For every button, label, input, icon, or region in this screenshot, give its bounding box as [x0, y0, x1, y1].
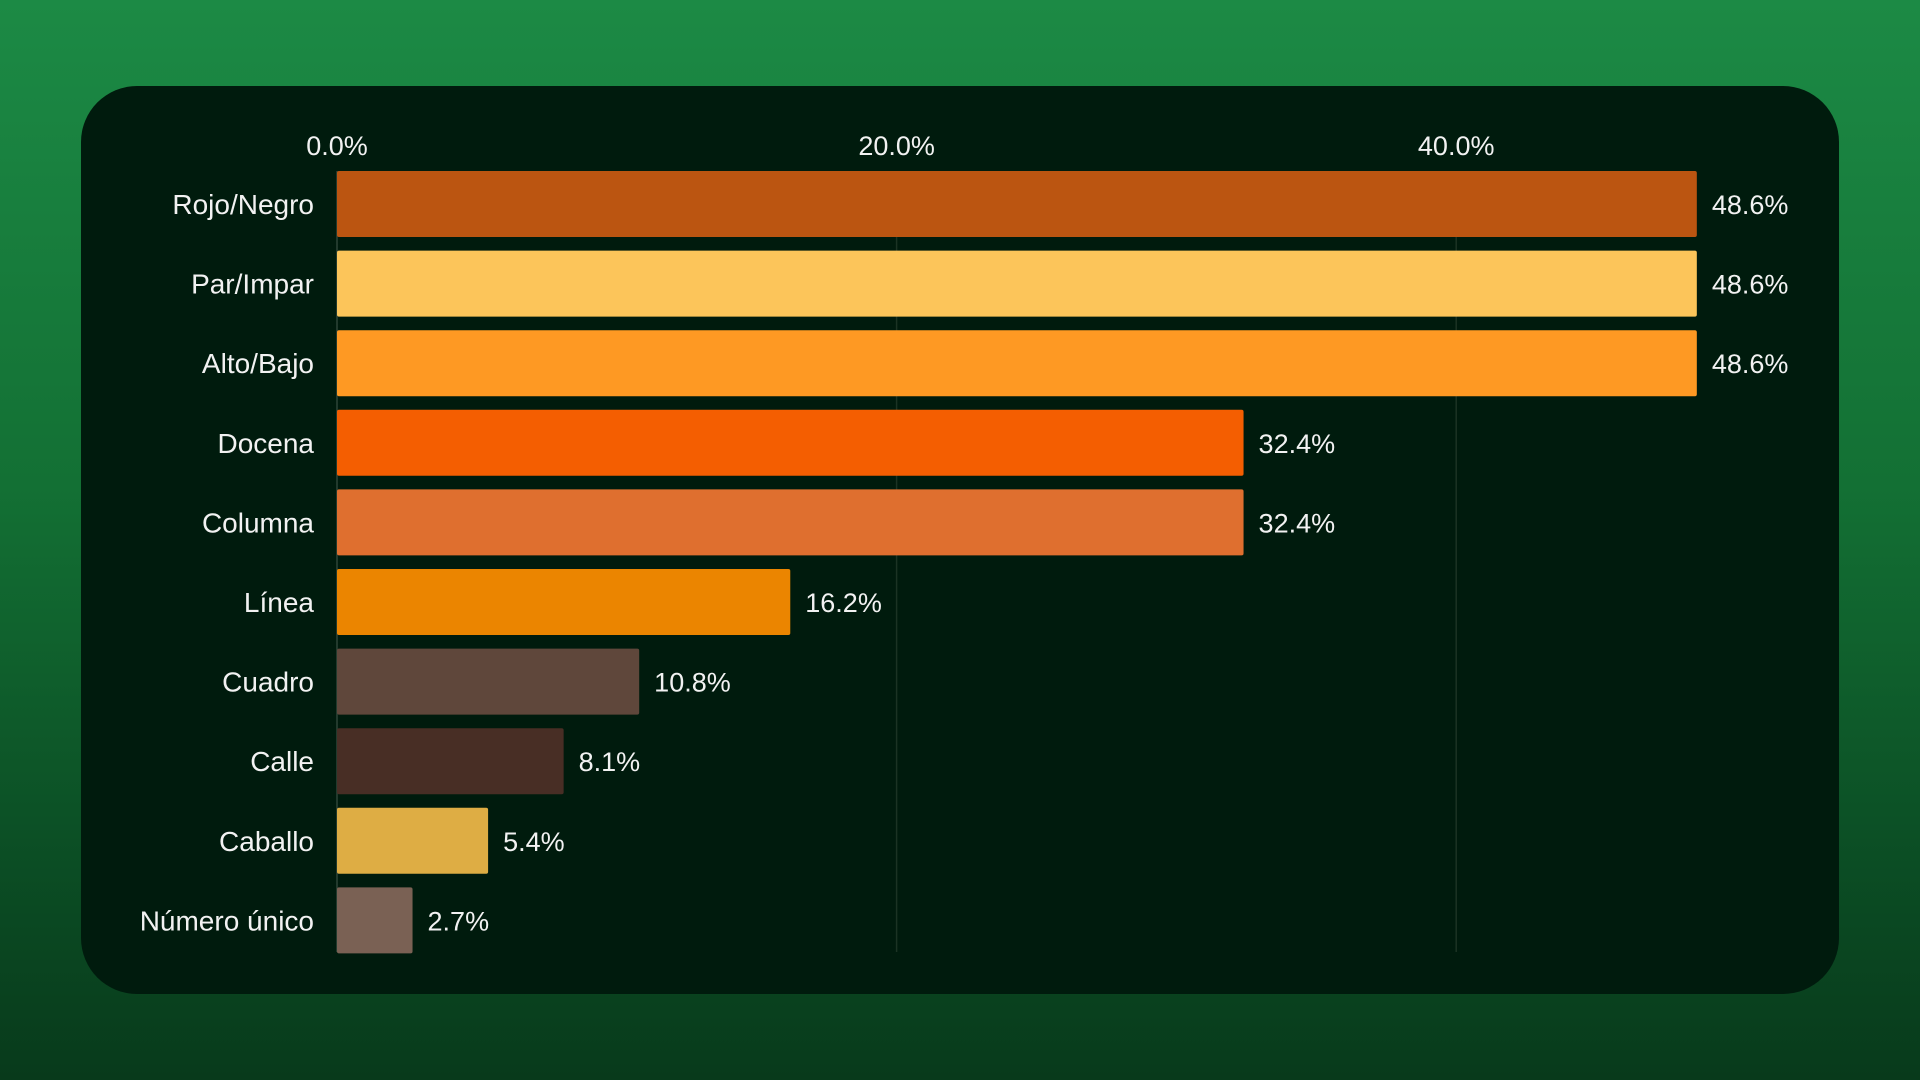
bar [337, 409, 1244, 476]
category-label: Docena [217, 428, 314, 459]
bar [337, 569, 791, 635]
bar [337, 887, 413, 954]
value-label: 2.7% [428, 906, 490, 936]
category-label: Caballo [219, 826, 314, 857]
value-label: 32.4% [1259, 508, 1336, 538]
x-tick-label: 40.0% [1418, 131, 1495, 161]
category-label: Alto/Bajo [202, 348, 314, 379]
value-label: 5.4% [503, 827, 565, 857]
bar [337, 171, 1697, 237]
category-label: Par/Impar [191, 269, 314, 300]
category-label: Columna [202, 507, 314, 538]
x-tick-label: 0.0% [306, 131, 368, 161]
value-label: 10.8% [654, 668, 731, 698]
category-label: Número único [140, 905, 314, 936]
bar [337, 728, 564, 795]
value-label: 48.6% [1712, 270, 1789, 300]
x-tick-label: 20.0% [858, 131, 935, 161]
value-label: 32.4% [1259, 429, 1336, 459]
value-label: 8.1% [579, 747, 641, 777]
category-label: Calle [250, 746, 314, 777]
bar [337, 648, 640, 715]
bar [337, 489, 1244, 556]
category-label: Rojo/Negro [172, 189, 314, 220]
bar [337, 250, 1697, 317]
category-label: Línea [244, 587, 314, 618]
labels: 0.0% 20.0% 40.0% Rojo/Negro 48.6% Par/Impar 48… [140, 131, 1789, 936]
bars [337, 171, 1697, 954]
value-label: 48.6% [1712, 349, 1789, 379]
bar [337, 807, 489, 874]
value-label: 48.6% [1712, 190, 1789, 220]
category-label: Cuadro [222, 667, 314, 698]
bar [337, 330, 1697, 397]
value-label: 16.2% [805, 588, 882, 618]
